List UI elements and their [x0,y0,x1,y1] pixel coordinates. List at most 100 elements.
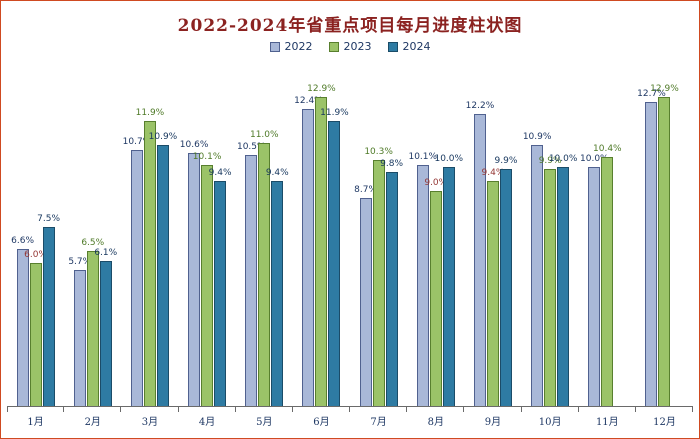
bar-slot-2024-6月: 11.9% [320,61,349,407]
bar-2024-1月 [42,227,55,407]
bar-value-label-2022-12月: 12.7% [637,89,666,99]
bar-value-label-2023-9月: 9.4% [481,168,505,178]
bar-slot-2022-9月: 12.2% [466,61,494,407]
bar-slot-2024-5月: 9.4% [266,61,289,407]
bar-value-label-2022-7月: 8.7% [354,185,378,195]
bar-value-label-2023-6月: 12.9% [307,84,336,94]
bar-slot-2023-11月: 10.4% [593,61,622,407]
bar-value-label-2022-11月: 10.0% [580,154,609,164]
bar-2024-2月 [99,261,112,407]
bar-group-6月: 12.4% 12.9% 11.9% [293,61,350,407]
bar-2023-3月 [143,121,156,407]
bar-2023-8月 [429,191,442,407]
bar-2024-9月 [499,169,512,407]
bar-group-11月: 10.0% 10.4% [579,61,636,407]
legend-label-2023: 2023 [343,40,372,53]
bar-slot-2024-8月: 10.0% [434,61,463,407]
bar-slot-2022-10月: 10.9% [523,61,551,407]
bar-value-label-2024-10月: 10.0% [548,154,578,164]
bar-value-label-2022-1月: 6.6% [11,236,35,246]
bar-slot-2023-10月: 9.9% [539,61,562,407]
bar-value-label-2023-2月: 6.5% [81,238,105,248]
bar-group-2月: 5.7% 6.5% 6.1% [64,61,121,407]
bar-value-label-2023-10月: 9.9% [538,156,562,166]
bar-value-label-2024-9月: 9.9% [494,156,518,166]
bar-2022-7月 [359,198,372,407]
bar-slot-2022-5月: 10.5% [237,61,266,407]
plot-area: 6.6% 6.0% 7.5% 5.7% 6.5% 6.1% 10.7% 11.9% 10.9% 1… [7,61,693,407]
bar-slot-2023-4月: 10.1% [193,61,221,407]
bar-2022-6月 [302,109,315,407]
bar-value-label-2024-8月: 10.0% [434,154,464,164]
x-axis: 1月 2月 3月 4月 5月 6月 7月 8月 9月 10月 11月 12月 [7,406,694,438]
bar-value-label-2022-2月: 5.7% [68,257,92,267]
bar-value-label-2024-2月: 6.1% [94,248,118,258]
bar-value-label-2024-5月: 9.4% [265,168,289,178]
bar-slot-2024-3月: 10.9% [149,61,177,407]
bar-slot-2022-12月: 12.7% [637,61,666,407]
legend-label-2022: 2022 [284,40,313,53]
bar-slot-2023-7月: 10.3% [364,61,393,407]
bar-slot-2024-9月: 9.9% [495,61,517,407]
bar-2023-5月 [258,143,271,407]
chart-title: 2022-2024年省重点项目每月进度柱状图 [177,16,523,36]
bar-2023-12月 [658,97,671,407]
bar-slot-2022-11月: 10.0% [580,61,609,407]
bar-2022-1月 [16,249,29,407]
bar-slot-2023-1月: 6.0% [24,61,47,407]
legend-item-2024: 2024 [387,40,431,53]
x-axis-label-6月: 6月 [293,407,351,438]
bar-value-label-2022-5月: 10.5% [236,142,266,152]
bar-slot-2024-10月: 10.0% [549,61,577,407]
bar-slot-2022-1月: 6.6% [11,61,34,407]
bar-value-label-2023-11月: 10.4% [593,144,622,154]
bar-2024-10月 [557,167,570,407]
bar-group-12月: 12.7% 12.9% [636,61,693,407]
bar-value-label-2022-3月: 10.7% [122,137,152,147]
legend-swatch-2022-icon [269,41,280,52]
x-axis-label-9月: 9月 [464,407,522,438]
bar-2023-10月 [544,169,557,407]
bar-2022-4月 [188,153,201,407]
bar-slot-2024-2月: 6.1% [94,61,117,407]
bar-value-label-2024-7月: 9.8% [380,159,404,169]
bar-slot-2023-2月: 6.5% [81,61,104,407]
bar-2024-4月 [214,181,227,407]
legend-item-2023: 2023 [328,40,372,53]
bar-2024-7月 [385,172,398,407]
bar-value-label-2024-4月: 9.4% [208,168,232,178]
legend-item-2022: 2022 [269,40,313,53]
bar-value-label-2023-7月: 10.3% [364,147,393,157]
bar-group-10月: 10.9% 9.9% 10.0% [522,61,579,407]
bar-slot-2024-1月: 7.5% [37,61,60,407]
bar-2023-2月 [86,251,99,407]
bar-value-label-2023-12月: 12.9% [650,84,679,94]
bar-value-label-2023-1月: 6.0% [24,250,48,260]
x-axis-label-11月: 11月 [579,407,637,438]
bar-slot-2024-4月: 9.4% [209,61,232,407]
legend-swatch-2023-icon [328,41,339,52]
bar-group-9月: 12.2% 9.4% 9.9% [464,61,521,407]
bar-group-1月: 6.6% 6.0% 7.5% [7,61,64,407]
bar-value-label-2022-6月: 12.4% [294,96,323,106]
bar-slot-2023-5月: 11.0% [250,61,279,407]
x-axis-label-10月: 10月 [522,407,579,438]
bar-slot-2023-9月: 9.4% [482,61,504,407]
bar-2022-8月 [416,165,429,407]
bar-value-label-2023-3月: 11.9% [135,108,165,118]
bar-group-7月: 8.7% 10.3% 9.8% [350,61,407,407]
bar-2022-10月 [531,145,544,407]
x-axis-label-2月: 2月 [64,407,122,438]
bar-2023-1月 [29,263,42,407]
bar-value-label-2022-8月: 10.1% [408,152,438,162]
bar-slot-2024-12月 [671,61,684,407]
bar-value-label-2024-6月: 11.9% [320,108,349,118]
bar-slot-2022-8月: 10.1% [408,61,437,407]
bar-slot-2023-12月: 12.9% [650,61,679,407]
bar-2023-6月 [315,97,328,407]
bar-2022-5月 [245,155,258,407]
bar-slot-2022-7月: 8.7% [354,61,377,407]
bar-value-label-2022-10月: 10.9% [522,132,552,142]
x-axis-label-8月: 8月 [407,407,465,438]
bar-slot-2023-8月: 9.0% [424,61,447,407]
